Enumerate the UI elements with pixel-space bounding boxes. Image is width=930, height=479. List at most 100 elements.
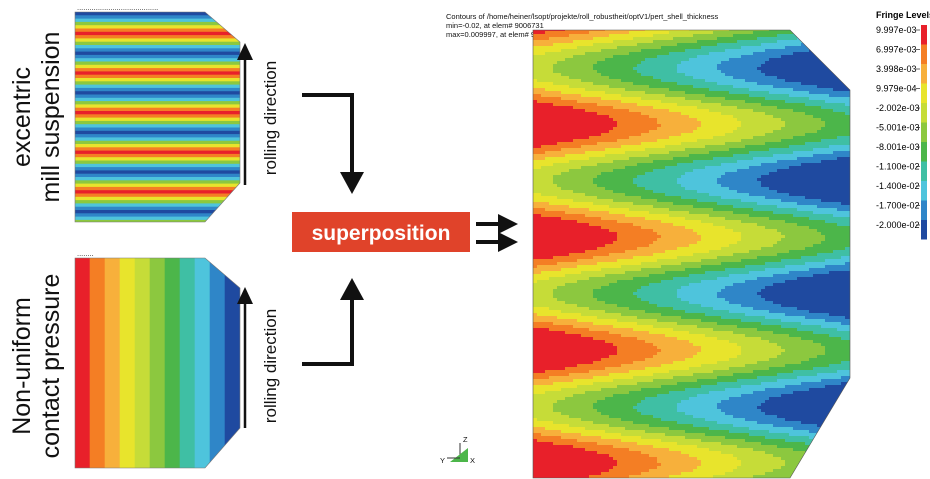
fringe-cell bbox=[777, 445, 825, 449]
fringe-cell bbox=[657, 232, 701, 236]
fringe-cell bbox=[741, 460, 789, 464]
fringe-cell bbox=[561, 49, 605, 53]
fringe-cell bbox=[697, 445, 741, 449]
fringe-cell bbox=[577, 220, 621, 224]
fringe-cell bbox=[649, 115, 693, 119]
fringe-cell bbox=[533, 88, 549, 92]
fringe-cell bbox=[573, 199, 617, 203]
fringe-cell bbox=[637, 175, 685, 179]
fringe-cell bbox=[665, 193, 713, 197]
fringe-cell bbox=[741, 232, 785, 236]
fringe-cell bbox=[553, 82, 597, 86]
fringe-cell bbox=[625, 166, 669, 170]
fringe-cell bbox=[553, 403, 597, 407]
fringe-cell bbox=[721, 70, 765, 74]
fringe-cell bbox=[637, 163, 681, 167]
fringe-cell bbox=[725, 172, 773, 176]
fringe-cell bbox=[765, 298, 850, 302]
fringe-cell bbox=[797, 277, 850, 281]
fringe-cell bbox=[813, 244, 850, 248]
fringe-cell bbox=[645, 358, 689, 362]
fringe-cell bbox=[605, 30, 649, 32]
fringe-cell bbox=[777, 205, 821, 209]
fringe-cell bbox=[833, 448, 850, 452]
fringe-cell bbox=[657, 352, 701, 356]
stripe-band bbox=[75, 21, 240, 26]
fringe-cell bbox=[745, 313, 789, 317]
fringe-cell bbox=[573, 106, 617, 110]
fringe-cell bbox=[533, 154, 569, 158]
fringe-cell bbox=[805, 247, 849, 251]
fringe-cell bbox=[601, 286, 645, 290]
fringe-cell bbox=[721, 163, 765, 167]
fringe-cell bbox=[729, 30, 773, 32]
fringe-cell bbox=[825, 259, 850, 263]
fringe-cell bbox=[717, 361, 761, 365]
fringe-cell bbox=[533, 196, 561, 200]
fringe-cell bbox=[765, 226, 813, 230]
fringe-cell bbox=[533, 460, 621, 464]
fringe-cell bbox=[705, 94, 753, 98]
fringe-cell bbox=[809, 358, 850, 362]
fringe-cell bbox=[769, 358, 813, 362]
fringe-cell bbox=[845, 247, 850, 251]
fringe-cell bbox=[841, 43, 850, 47]
fringe-cell bbox=[641, 286, 685, 290]
fringe-cell bbox=[757, 67, 850, 71]
fringe-cell bbox=[649, 301, 693, 305]
fringe-cell bbox=[717, 256, 761, 260]
fringe-cell bbox=[533, 157, 549, 161]
fringe-cell bbox=[617, 346, 661, 350]
fringe-cell bbox=[601, 97, 645, 101]
fringe-cell bbox=[533, 271, 545, 275]
fringe-cell bbox=[677, 181, 721, 185]
fringe-cell bbox=[533, 370, 549, 374]
pressure-band bbox=[194, 258, 211, 468]
rolling-direction-label-bottom: rolling direction bbox=[261, 309, 280, 423]
fringe-cell bbox=[585, 214, 629, 218]
fringe-cell bbox=[533, 133, 605, 137]
fringe-cell bbox=[729, 310, 773, 314]
fringe-cell bbox=[689, 274, 733, 278]
fringe-cell bbox=[653, 415, 697, 419]
fringe-cell bbox=[821, 379, 850, 383]
fringe-cell bbox=[701, 349, 745, 353]
fringe-cell bbox=[577, 319, 621, 323]
fringe-cell bbox=[569, 253, 613, 257]
fringe-cell bbox=[801, 337, 845, 341]
fringe-cell bbox=[641, 262, 685, 266]
fringe-cell bbox=[749, 271, 793, 275]
fringe-cell bbox=[757, 421, 805, 425]
fringe-cell bbox=[765, 73, 850, 77]
contour-max: max=0.009997, at elem# 9001404 bbox=[446, 30, 560, 39]
fringe-cell bbox=[765, 412, 850, 416]
stripe-band bbox=[75, 35, 240, 39]
fringe-cell bbox=[621, 364, 665, 368]
fringe-cell bbox=[633, 223, 677, 227]
fringe-cell bbox=[757, 292, 850, 296]
fringe-cell bbox=[793, 151, 837, 155]
legend-level-label: -5.001e-03 bbox=[876, 123, 920, 133]
fringe-cell bbox=[585, 448, 633, 452]
fringe-cell bbox=[593, 37, 637, 41]
fringe-cell bbox=[661, 439, 705, 443]
fringe-cell bbox=[553, 382, 597, 386]
fringe-cell bbox=[617, 463, 665, 467]
fringe-cell bbox=[713, 475, 757, 478]
top-panel-label-line2: mill suspension bbox=[37, 32, 65, 203]
fringe-cell bbox=[845, 442, 850, 446]
fringe-cell bbox=[605, 397, 649, 401]
fringe-cell bbox=[681, 61, 725, 65]
fringe-cell bbox=[693, 424, 737, 428]
fringe-cell bbox=[833, 88, 850, 92]
stripe-band bbox=[75, 12, 240, 16]
fringe-cell bbox=[565, 367, 609, 371]
top-panel-label-line1: excentric bbox=[8, 67, 36, 167]
fringe-cell bbox=[713, 208, 757, 212]
fringe-cell bbox=[641, 112, 685, 116]
fringe-cell bbox=[533, 334, 585, 338]
fringe-cell bbox=[685, 436, 729, 440]
fringe-cell bbox=[745, 100, 789, 104]
fringe-cell bbox=[589, 31, 633, 35]
fringe-cell bbox=[653, 106, 701, 110]
